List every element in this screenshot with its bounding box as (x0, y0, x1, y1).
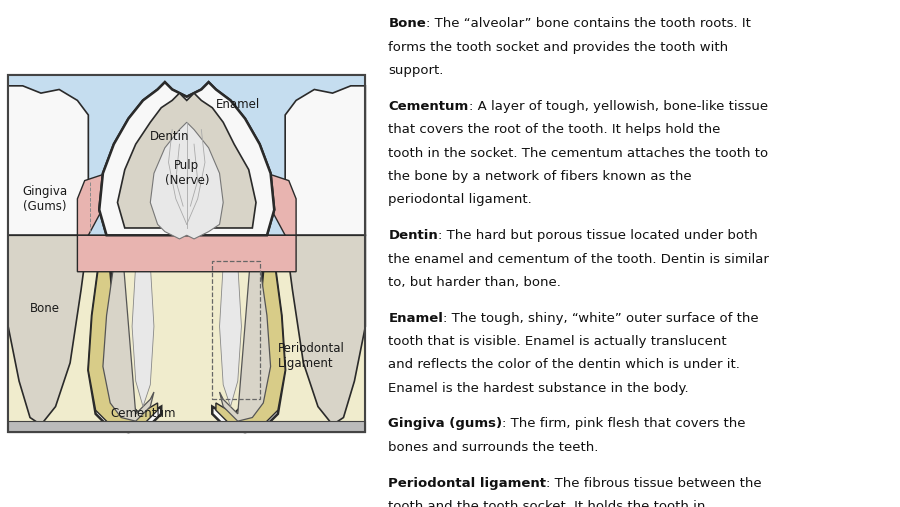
Polygon shape (285, 86, 365, 235)
Text: Gingiva (gums): Gingiva (gums) (389, 417, 502, 430)
Text: tooth and the tooth socket. It holds the tooth in: tooth and the tooth socket. It holds the… (389, 500, 706, 507)
Text: : The “alveolar” bone contains the tooth roots. It: : The “alveolar” bone contains the tooth… (426, 17, 751, 30)
Text: Enamel is the hardest substance in the body.: Enamel is the hardest substance in the b… (389, 382, 689, 394)
Polygon shape (88, 235, 161, 432)
Polygon shape (150, 122, 223, 239)
Text: bones and surrounds the teeth.: bones and surrounds the teeth. (389, 441, 598, 454)
Polygon shape (220, 235, 271, 421)
Polygon shape (216, 235, 285, 428)
Polygon shape (150, 122, 223, 239)
Text: that covers the root of the tooth. It helps hold the: that covers the root of the tooth. It he… (389, 123, 721, 136)
Polygon shape (259, 173, 296, 235)
Text: Bone: Bone (30, 302, 59, 315)
Text: support.: support. (389, 64, 444, 77)
Polygon shape (8, 75, 365, 235)
Polygon shape (88, 235, 158, 428)
Text: and reflects the color of the dentin which is under it.: and reflects the color of the dentin whi… (389, 358, 740, 371)
Text: the bone by a network of fibers known as the: the bone by a network of fibers known as… (389, 170, 692, 183)
Polygon shape (285, 235, 365, 425)
Text: Cementum: Cementum (111, 408, 176, 420)
Polygon shape (143, 228, 230, 235)
Text: Dentin: Dentin (150, 130, 190, 143)
Polygon shape (118, 93, 256, 228)
Text: Dentin: Dentin (389, 229, 438, 242)
Polygon shape (8, 75, 365, 432)
Polygon shape (103, 235, 154, 421)
Text: : The firm, pink flesh that covers the: : The firm, pink flesh that covers the (502, 417, 746, 430)
Text: Cementum: Cementum (389, 100, 469, 113)
Text: tooth that is visible. Enamel is actually translucent: tooth that is visible. Enamel is actuall… (389, 335, 727, 348)
Text: : The tough, shiny, “white” outer surface of the: : The tough, shiny, “white” outer surfac… (443, 312, 759, 324)
Text: Enamel: Enamel (216, 97, 260, 111)
Polygon shape (77, 217, 296, 272)
Polygon shape (132, 235, 154, 407)
Polygon shape (212, 235, 285, 432)
Text: Periodontal
Ligament: Periodontal Ligament (278, 342, 345, 370)
Text: Bone: Bone (389, 17, 426, 30)
Polygon shape (8, 421, 365, 432)
Polygon shape (77, 173, 113, 235)
Polygon shape (8, 86, 88, 235)
Text: forms the tooth socket and provides the tooth with: forms the tooth socket and provides the … (389, 41, 728, 54)
Text: : The fibrous tissue between the: : The fibrous tissue between the (546, 477, 762, 490)
Text: Enamel: Enamel (389, 312, 443, 324)
Polygon shape (99, 82, 274, 235)
Text: Gingiva
(Gums): Gingiva (Gums) (22, 185, 68, 213)
Text: periodontal ligament.: periodontal ligament. (389, 193, 532, 206)
Text: Pulp
(Nerve): Pulp (Nerve) (165, 159, 209, 187)
Text: : The hard but porous tissue located under both: : The hard but porous tissue located und… (438, 229, 758, 242)
Polygon shape (99, 82, 274, 235)
Text: the enamel and cementum of the tooth. Dentin is similar: the enamel and cementum of the tooth. De… (389, 252, 770, 266)
Text: Periodontal ligament: Periodontal ligament (389, 477, 546, 490)
Polygon shape (8, 235, 88, 425)
Text: to, but harder than, bone.: to, but harder than, bone. (389, 276, 562, 289)
Polygon shape (220, 235, 241, 407)
Polygon shape (118, 93, 256, 228)
Text: tooth in the socket. The cementum attaches the tooth to: tooth in the socket. The cementum attach… (389, 147, 769, 160)
Text: : A layer of tough, yellowish, bone-like tissue: : A layer of tough, yellowish, bone-like… (469, 100, 768, 113)
Bar (212, 261, 260, 400)
Polygon shape (8, 235, 365, 432)
